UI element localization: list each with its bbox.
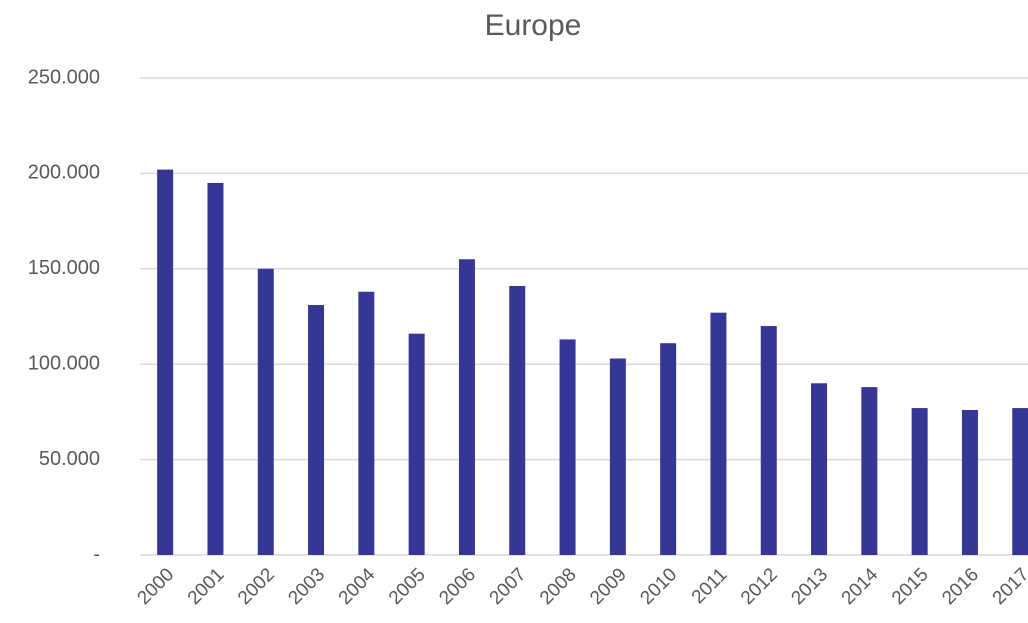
- bar: [358, 291, 375, 555]
- x-tick-label: 2003: [284, 564, 329, 609]
- x-tick-label: 2011: [688, 564, 732, 608]
- bar: [861, 387, 878, 555]
- bar: [660, 343, 677, 555]
- x-tick-label: 2000: [133, 564, 178, 609]
- x-tick-label: 2006: [435, 564, 480, 609]
- bar: [811, 383, 828, 555]
- x-tick-label: 2005: [385, 564, 430, 609]
- x-tick-label: 2009: [586, 564, 631, 609]
- bar: [961, 409, 978, 555]
- bar: [1012, 408, 1028, 555]
- bar: [207, 182, 224, 555]
- y-tick-label: 150.000: [28, 257, 100, 279]
- x-tick-label: 2004: [335, 564, 380, 609]
- y-tick-label: 250.000: [28, 66, 100, 88]
- y-tick-label: 200.000: [28, 162, 100, 184]
- x-tick-label: 2012: [737, 564, 782, 609]
- bar: [559, 339, 576, 555]
- x-tick-label: 2016: [938, 564, 983, 609]
- bar: [911, 408, 928, 555]
- x-tick-label: 2007: [486, 564, 531, 609]
- x-tick-label: 2002: [234, 564, 279, 609]
- x-tick-label: 2014: [838, 564, 883, 609]
- y-tick-label: -: [93, 543, 100, 565]
- x-tick-label: 2013: [787, 564, 832, 609]
- bar: [509, 285, 526, 555]
- bar: [609, 358, 626, 555]
- bar: [257, 268, 274, 555]
- bar: [308, 305, 325, 555]
- y-tick-label: 100.000: [28, 352, 100, 374]
- bar: [458, 259, 475, 555]
- x-tick-label: 2008: [536, 564, 581, 609]
- bar: [157, 169, 174, 556]
- bar: [760, 326, 777, 555]
- bar: [710, 312, 727, 555]
- chart-title: Europe: [485, 9, 582, 42]
- y-tick-label: 50.000: [39, 448, 100, 470]
- x-tick-label: 2017: [989, 564, 1028, 609]
- x-tick-label: 2001: [184, 564, 229, 609]
- x-tick-label: 2015: [888, 564, 933, 609]
- x-tick-label: 2010: [636, 564, 681, 609]
- bar: [408, 333, 425, 555]
